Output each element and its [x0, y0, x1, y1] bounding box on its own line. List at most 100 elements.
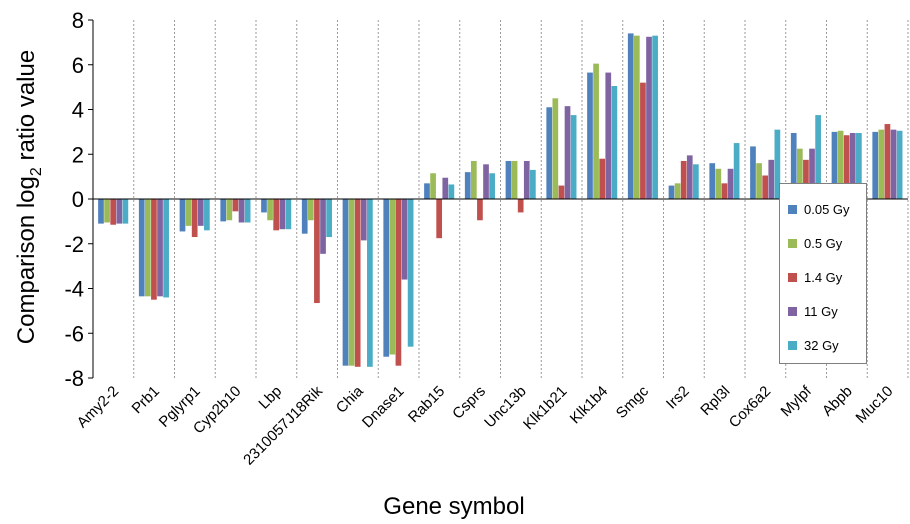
bar: [430, 173, 436, 199]
bar: [320, 199, 326, 254]
bar: [674, 183, 681, 199]
bar: [611, 86, 618, 199]
bar: [837, 130, 844, 199]
y-tick-label: 6: [72, 53, 84, 78]
x-tick-label: Mylpf: [778, 382, 816, 420]
bar: [104, 199, 110, 223]
bar: [220, 199, 227, 222]
bar: [511, 160, 518, 199]
bar: [668, 185, 675, 199]
bar: [652, 35, 658, 199]
legend-swatch: [788, 204, 797, 214]
legend-item: 0.5 Gy: [788, 226, 860, 260]
bar: [244, 199, 251, 223]
bar: [389, 199, 396, 355]
bar: [395, 199, 402, 366]
bar: [489, 173, 495, 199]
bar: [326, 199, 332, 238]
bar: [122, 199, 129, 224]
bar: [878, 129, 885, 199]
bar: [442, 177, 449, 199]
y-ticks: -8 -6 -4 -2 0 2 4 6 8: [64, 8, 93, 391]
y-tick-label: 8: [72, 8, 84, 33]
x-tick-label: Lbp: [255, 383, 285, 413]
x-tick-label: Cox6a2: [726, 383, 775, 432]
bar: [367, 199, 373, 367]
bar: [762, 175, 769, 199]
bar: [803, 159, 809, 199]
y-tick-label: 2: [72, 142, 84, 167]
legend-item: 1.4 Gy: [788, 260, 860, 294]
bar: [796, 148, 803, 199]
bar: [424, 183, 430, 199]
bar: [593, 63, 599, 199]
bar: [226, 199, 233, 221]
x-tick-label: Klk1b4: [567, 383, 611, 427]
bar: [646, 36, 652, 199]
bar: [138, 199, 145, 297]
y-tick-label: -2: [64, 232, 84, 257]
x-axis-title: Gene symbol: [383, 493, 524, 520]
bar: [890, 129, 897, 199]
bar: [110, 199, 117, 225]
x-tick-label: Dnase1: [359, 383, 408, 432]
bar: [483, 164, 489, 199]
x-tick-label: Abpb: [819, 383, 856, 420]
bar: [831, 131, 838, 200]
bar: [232, 199, 239, 212]
bar: [727, 168, 734, 199]
bar: [163, 199, 169, 298]
bar: [633, 35, 640, 199]
bar: [464, 172, 471, 199]
bar: [342, 199, 349, 366]
y-tick-label: 4: [72, 98, 84, 123]
bar: [640, 82, 646, 199]
bar: [809, 148, 815, 199]
bar: [896, 130, 903, 199]
bar: [157, 199, 163, 297]
bar: [267, 199, 273, 221]
bar: [750, 146, 756, 199]
bar: [774, 129, 781, 199]
y-tick-label: -8: [64, 366, 84, 391]
bar: [558, 185, 565, 199]
bar: [627, 33, 634, 199]
bar: [564, 106, 571, 199]
bar: [815, 115, 821, 199]
bar: [505, 160, 512, 199]
bar: [301, 199, 308, 234]
bar: [843, 135, 850, 199]
bar: [348, 199, 355, 366]
bar: [204, 199, 210, 231]
bar: [197, 199, 204, 226]
bar: [179, 199, 186, 232]
bar: [436, 199, 443, 239]
x-tick-label: Prb1: [129, 383, 163, 417]
bar: [721, 183, 728, 199]
legend-label: 11 Gy: [804, 303, 838, 319]
bar: [238, 199, 245, 223]
bar: [144, 199, 151, 297]
legend-label: 32 Gy: [804, 337, 839, 353]
bar: [587, 72, 593, 199]
bar: [273, 199, 280, 231]
bar: [116, 199, 123, 224]
bar: [354, 199, 361, 367]
legend: 0.05 Gy 0.5 Gy 1.4 Gy 11 Gy 32 Gy: [779, 183, 867, 364]
bar: [285, 199, 292, 230]
bar: [98, 199, 104, 224]
x-tick-label: Irs2: [663, 383, 693, 413]
bar: [470, 160, 477, 199]
legend-label: 0.05 Gy: [804, 201, 850, 217]
legend-swatch: [788, 306, 797, 316]
bar: [261, 199, 267, 213]
bar: [680, 160, 687, 199]
x-tick-label: Chia: [333, 382, 367, 416]
bars-group: [98, 33, 903, 367]
bar: [733, 143, 740, 199]
legend-item: 0.05 Gy: [788, 192, 860, 226]
x-tick-label: Rpl3l: [697, 383, 733, 419]
bar: [383, 199, 390, 357]
